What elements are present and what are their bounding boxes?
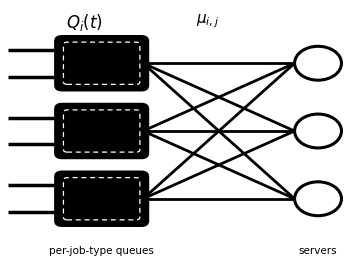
FancyBboxPatch shape xyxy=(55,36,148,90)
Text: $Q_i(t)$: $Q_i(t)$ xyxy=(66,12,102,34)
FancyBboxPatch shape xyxy=(55,172,148,226)
Circle shape xyxy=(295,46,341,80)
Text: servers: servers xyxy=(299,246,337,256)
FancyBboxPatch shape xyxy=(55,104,148,158)
Text: per-job-type queues: per-job-type queues xyxy=(49,246,154,256)
Circle shape xyxy=(295,114,341,148)
Circle shape xyxy=(295,182,341,216)
Text: $\mu_{i,j}$: $\mu_{i,j}$ xyxy=(197,12,220,30)
